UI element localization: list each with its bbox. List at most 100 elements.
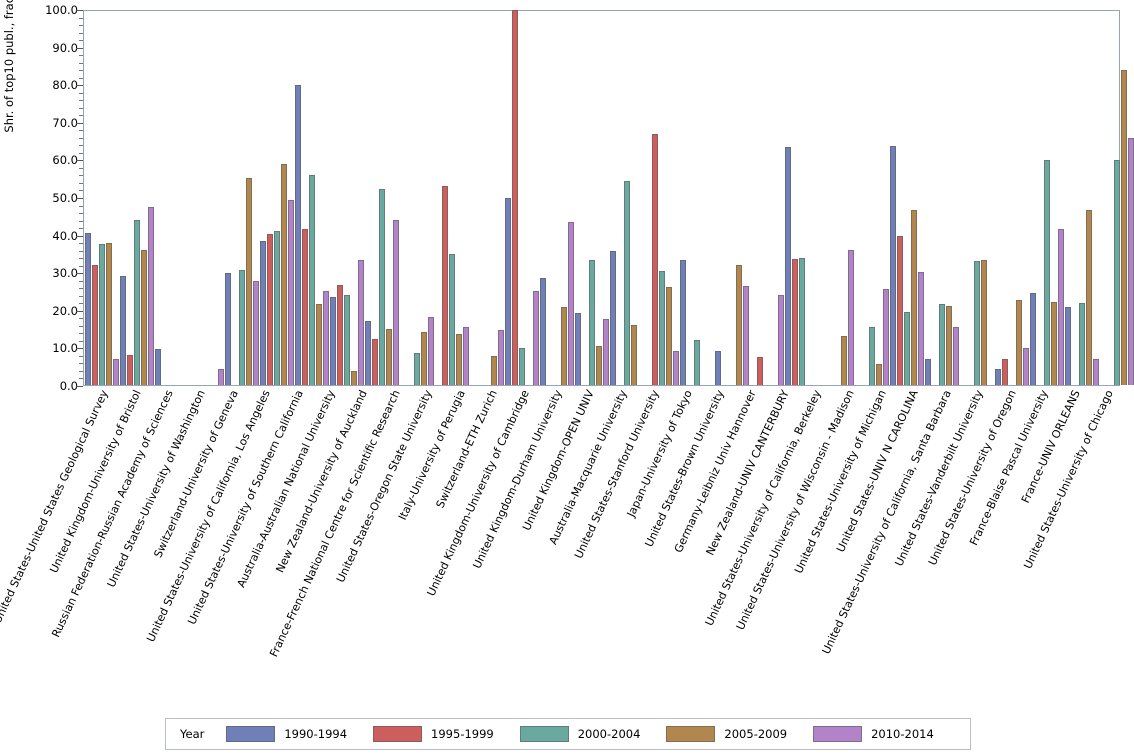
bar: [392, 220, 399, 385]
y-tick-label: 0.0: [59, 379, 78, 393]
y-tick-minor: [79, 167, 83, 169]
bar-group: [259, 11, 294, 385]
bar-group: [469, 11, 504, 385]
bar: [623, 180, 630, 385]
bar: [1078, 303, 1085, 385]
y-tick-minor: [79, 205, 83, 207]
y-tick-minor: [79, 220, 83, 222]
legend-item[interactable]: 2005-2009: [666, 726, 787, 742]
bar: [105, 242, 112, 385]
y-tick-minor: [79, 243, 83, 245]
bar: [385, 328, 392, 385]
bar-group: [924, 11, 959, 385]
bar: [308, 175, 315, 385]
y-tick-label: 10.0: [52, 341, 78, 356]
y-tick-minor: [79, 115, 83, 117]
bar: [350, 370, 357, 385]
y-tick-mark: [76, 10, 83, 11]
bar: [735, 265, 742, 385]
bar-group: [84, 11, 119, 385]
legend: Year 1990-1994 1995-1999 2000-2004 2005-200…: [165, 718, 971, 750]
bar: [245, 177, 252, 385]
bar: [357, 260, 364, 385]
legend-item[interactable]: 1990-1994: [226, 726, 347, 742]
bar-group: [224, 11, 259, 385]
bar-group: [1029, 11, 1064, 385]
legend-label: 1995-1999: [431, 727, 494, 741]
legend-color-swatch: [226, 726, 276, 742]
bar: [280, 163, 287, 385]
bar: [112, 358, 119, 385]
bar-group: [504, 10, 539, 385]
bar-group: [1064, 11, 1099, 385]
y-tick-minor: [79, 250, 83, 252]
bar: [665, 286, 672, 385]
bar: [532, 290, 539, 385]
bar: [511, 10, 518, 385]
y-tick-minor: [79, 107, 83, 109]
y-tick-minor: [79, 228, 83, 230]
bar-group: [399, 11, 434, 385]
bar: [427, 316, 434, 385]
bar: [560, 307, 567, 385]
y-tick-label: 50.0: [52, 191, 78, 205]
y-tick-mark: [76, 47, 83, 49]
legend-item[interactable]: 2010-2014: [813, 726, 934, 742]
bar: [609, 251, 616, 385]
y-tick-minor: [79, 40, 83, 42]
bar: [1050, 301, 1057, 385]
bar: [441, 185, 448, 385]
legend-label: 1990-1994: [284, 727, 348, 741]
y-tick-mark: [76, 122, 83, 124]
y-tick-minor: [79, 325, 83, 327]
y-tick-minor: [79, 333, 83, 335]
y-tick-minor: [79, 288, 83, 290]
bar: [448, 253, 455, 385]
bar: [742, 285, 749, 385]
legend-item[interactable]: 1995-1999: [373, 726, 494, 742]
bar: [1043, 160, 1050, 385]
legend-color-swatch: [813, 726, 863, 742]
bar: [287, 200, 294, 385]
y-tick-label: 60.0: [52, 153, 78, 168]
bar: [84, 233, 91, 385]
bar: [336, 284, 343, 385]
bar: [224, 272, 231, 385]
bar: [497, 329, 504, 385]
bar: [413, 352, 420, 385]
y-tick-minor: [79, 182, 83, 184]
bar: [973, 260, 980, 385]
bar-group: [539, 11, 574, 385]
x-axis-labels: United States-United States Geological S…: [0, 388, 1120, 688]
bar: [315, 304, 322, 385]
bar: [630, 325, 637, 385]
bar: [1120, 70, 1127, 385]
y-tick-mark: [76, 160, 83, 162]
legend-items: 1990-1994 1995-1999 2000-2004 2005-2009 2010…: [226, 726, 959, 742]
bar: [567, 221, 574, 385]
bar: [868, 326, 875, 385]
bar: [518, 347, 525, 385]
bar: [840, 336, 847, 385]
y-tick-minor: [79, 213, 83, 215]
y-tick-minor: [79, 77, 83, 79]
bar-group: [889, 11, 924, 385]
y-tick-minor: [79, 70, 83, 72]
bar: [784, 146, 791, 385]
bar: [1113, 160, 1120, 385]
bar: [952, 326, 959, 385]
y-tick-mark: [76, 310, 83, 312]
bar: [294, 85, 301, 385]
y-tick-minor: [79, 55, 83, 57]
legend-item[interactable]: 2000-2004: [519, 726, 640, 742]
bar: [1015, 299, 1022, 385]
legend-label: 2010-2014: [871, 727, 934, 741]
y-tick-minor: [79, 370, 83, 372]
bar: [875, 364, 882, 385]
bar: [595, 345, 602, 385]
bar: [693, 340, 700, 385]
bar: [756, 356, 763, 385]
bar: [91, 265, 98, 385]
y-tick-minor: [79, 152, 83, 154]
